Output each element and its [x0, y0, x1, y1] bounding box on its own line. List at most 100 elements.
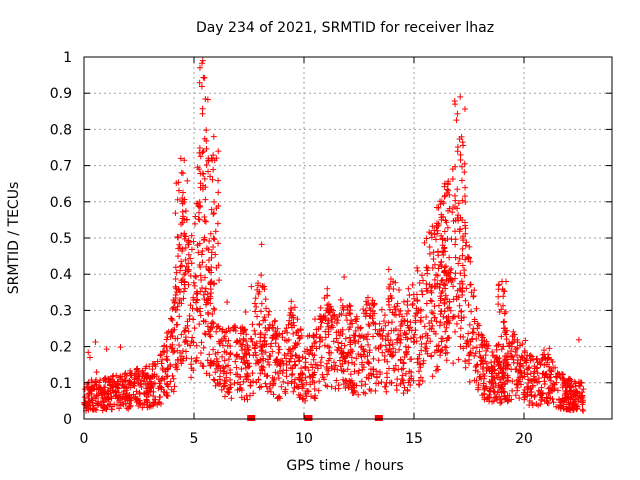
- data-point: [150, 393, 157, 400]
- data-point: [467, 281, 474, 288]
- data-point: [163, 380, 170, 387]
- data-point: [541, 398, 548, 405]
- data-point: [196, 149, 203, 156]
- data-point: [252, 308, 259, 315]
- data-point: [210, 133, 217, 140]
- data-point: [147, 383, 154, 390]
- data-point: [469, 329, 476, 336]
- data-point: [347, 371, 354, 378]
- data-point: [457, 157, 464, 164]
- data-point: [455, 217, 462, 224]
- data-point: [104, 404, 111, 411]
- data-point: [473, 377, 480, 384]
- data-point: [188, 232, 195, 239]
- data-point: [439, 249, 446, 256]
- data-point: [261, 338, 268, 345]
- data-point: [458, 308, 465, 315]
- data-point: [174, 357, 181, 364]
- data-point: [352, 327, 359, 334]
- data-point: [211, 280, 218, 287]
- data-point: [444, 305, 451, 312]
- data-point: [185, 266, 192, 273]
- data-point: [210, 376, 217, 383]
- data-point: [252, 349, 259, 356]
- data-point: [546, 384, 553, 391]
- data-point: [414, 309, 421, 316]
- data-point: [500, 293, 507, 300]
- data-point: [462, 297, 469, 304]
- data-point: [529, 377, 536, 384]
- data-point: [322, 334, 329, 341]
- data-point: [133, 396, 140, 403]
- data-point: [336, 332, 343, 339]
- data-point: [436, 302, 443, 309]
- data-point: [392, 362, 399, 369]
- data-point: [371, 310, 378, 317]
- data-point: [545, 363, 552, 370]
- data-point: [270, 380, 277, 387]
- data-point: [224, 299, 231, 306]
- data-point: [258, 383, 265, 390]
- data-point: [344, 366, 351, 373]
- data-point: [187, 361, 194, 368]
- data-point: [454, 205, 461, 212]
- data-point: [443, 344, 450, 351]
- data-point: [108, 406, 115, 413]
- data-point: [461, 160, 468, 167]
- data-point: [375, 357, 382, 364]
- data-point: [228, 395, 235, 402]
- data-point: [325, 317, 332, 324]
- data-point: [259, 350, 266, 357]
- data-point: [541, 381, 548, 388]
- data-point: [110, 372, 117, 379]
- data-point: [207, 230, 214, 237]
- data-point: [352, 332, 359, 339]
- data-point: [324, 343, 331, 350]
- data-point: [227, 351, 234, 358]
- data-point: [338, 340, 345, 347]
- data-point: [330, 312, 337, 319]
- data-point: [381, 383, 388, 390]
- data-point: [133, 366, 140, 373]
- data-point: [423, 313, 430, 320]
- data-point: [465, 302, 472, 309]
- data-point: [167, 361, 174, 368]
- data-point: [514, 377, 521, 384]
- data-point: [440, 248, 447, 255]
- data-point: [272, 357, 279, 364]
- data-point: [547, 395, 554, 402]
- data-point: [497, 395, 504, 402]
- data-point: [426, 281, 433, 288]
- data-point: [314, 365, 321, 372]
- data-point: [324, 383, 331, 390]
- data-point: [519, 341, 526, 348]
- data-point: [545, 400, 552, 407]
- data-point: [424, 335, 431, 342]
- data-point: [334, 347, 341, 354]
- data-point: [309, 372, 316, 379]
- data-point: [302, 355, 309, 362]
- data-point: [503, 331, 510, 338]
- data-point: [270, 391, 277, 398]
- data-point: [404, 318, 411, 325]
- data-point: [324, 360, 331, 367]
- data-point: [441, 180, 448, 187]
- data-point: [446, 334, 453, 341]
- data-point: [142, 389, 149, 396]
- data-point: [202, 318, 209, 325]
- data-point: [501, 392, 508, 399]
- data-point: [489, 364, 496, 371]
- data-point: [500, 325, 507, 332]
- data-point: [430, 255, 437, 262]
- data-point: [470, 293, 477, 300]
- data-point: [347, 324, 354, 331]
- data-point: [157, 393, 164, 400]
- data-point: [442, 350, 449, 357]
- data-point: [290, 330, 297, 337]
- data-point: [508, 353, 515, 360]
- data-point: [213, 205, 220, 212]
- data-point: [470, 345, 477, 352]
- data-point: [279, 370, 286, 377]
- data-point: [223, 374, 230, 381]
- data-point: [258, 241, 265, 248]
